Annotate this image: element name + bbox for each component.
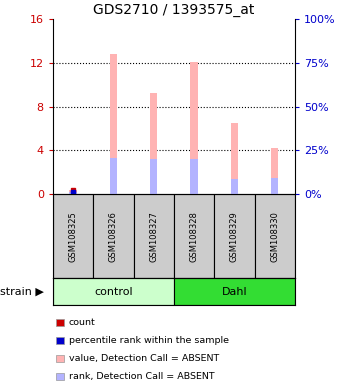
Text: GSM108325: GSM108325 — [69, 211, 77, 262]
Text: GSM108330: GSM108330 — [270, 211, 279, 262]
Text: GSM108329: GSM108329 — [230, 211, 239, 262]
Text: control: control — [94, 287, 133, 297]
Text: GSM108328: GSM108328 — [190, 211, 198, 262]
Text: strain ▶: strain ▶ — [0, 287, 44, 297]
Text: percentile rank within the sample: percentile rank within the sample — [69, 336, 229, 345]
Bar — [134, 194, 174, 278]
Bar — [271, 148, 278, 194]
Bar — [150, 93, 157, 194]
Bar — [150, 159, 157, 194]
Bar — [271, 177, 278, 194]
Bar — [255, 194, 295, 278]
Bar — [110, 54, 117, 194]
Bar — [231, 179, 238, 194]
Bar — [93, 194, 134, 278]
Bar — [70, 190, 77, 194]
Bar — [53, 194, 93, 278]
Bar — [191, 62, 198, 194]
Bar — [191, 159, 198, 194]
Bar — [53, 278, 174, 305]
Bar — [110, 158, 117, 194]
Bar — [214, 194, 255, 278]
Bar — [70, 192, 77, 194]
Text: Dahl: Dahl — [222, 287, 247, 297]
Bar — [174, 278, 295, 305]
Bar — [174, 194, 214, 278]
Title: GDS2710 / 1393575_at: GDS2710 / 1393575_at — [93, 3, 255, 17]
Text: rank, Detection Call = ABSENT: rank, Detection Call = ABSENT — [69, 372, 214, 381]
Text: value, Detection Call = ABSENT: value, Detection Call = ABSENT — [69, 354, 219, 363]
Text: GSM108327: GSM108327 — [149, 211, 158, 262]
Bar — [231, 123, 238, 194]
Text: count: count — [69, 318, 95, 327]
Text: GSM108326: GSM108326 — [109, 211, 118, 262]
